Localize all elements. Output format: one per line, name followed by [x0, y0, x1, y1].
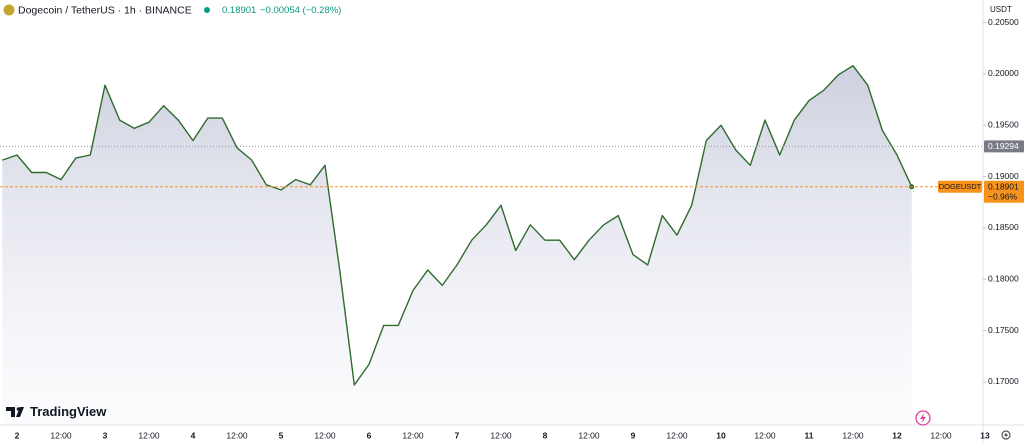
- last-change-label: −0.96%: [988, 191, 1018, 201]
- x-tick-label: 9: [631, 430, 636, 440]
- x-tick-label: 12:00: [50, 430, 72, 440]
- x-tick-label: 10: [716, 430, 726, 440]
- status-dot: [204, 7, 210, 13]
- reference-label-box: [984, 140, 1024, 153]
- x-tick-label: 12:00: [666, 430, 688, 440]
- x-tick-label: 7: [455, 430, 460, 440]
- axis-unit: USDT: [990, 5, 1012, 14]
- x-tick-label: 12:00: [314, 430, 336, 440]
- x-tick-label: 12: [892, 430, 902, 440]
- plot-area: [0, 65, 983, 425]
- y-tick-label: 0.17500: [988, 325, 1019, 335]
- x-tick-label: 12:00: [226, 430, 248, 440]
- alert-icon[interactable]: [915, 410, 931, 426]
- x-tick-label: 12:00: [578, 430, 600, 440]
- price-change: −0.00054 (−0.28%): [260, 5, 341, 16]
- coin-icon: [3, 4, 15, 16]
- x-tick-label: 12:00: [402, 430, 424, 440]
- x-tick-label: 8: [543, 430, 548, 440]
- area-fill: [2, 65, 912, 425]
- x-tick-label: 4: [191, 430, 196, 440]
- x-tick-label: 2: [15, 430, 20, 440]
- y-tick-label: 0.20500: [988, 17, 1019, 27]
- y-tick-label: 0.17000: [988, 376, 1019, 386]
- x-tick-label: 5: [279, 430, 284, 440]
- symbol-label: DOGEUSDT: [939, 182, 982, 191]
- x-tick-label: 12:00: [490, 430, 512, 440]
- x-tick-label: 12:00: [930, 430, 952, 440]
- x-tick-label: 12:00: [754, 430, 776, 440]
- symbol-label-box: [938, 180, 982, 193]
- x-tick-label: 11: [805, 430, 814, 440]
- symbol-title: Dogecoin / TetherUS · 1h · BINANCE: [18, 4, 192, 16]
- last-price-box: [984, 180, 1024, 203]
- y-tick-label: 0.19500: [988, 119, 1019, 129]
- brand-logo: [6, 407, 24, 417]
- x-tick-label: 6: [367, 430, 372, 440]
- y-tick-label: 0.20000: [988, 68, 1019, 78]
- y-tick-label: 0.19000: [988, 171, 1019, 181]
- y-tick-label: 0.18500: [988, 222, 1019, 232]
- x-tick-label: 13: [980, 430, 990, 440]
- brand-name: TradingView: [30, 404, 107, 419]
- settings-icon[interactable]: [1001, 430, 1011, 440]
- x-tick-label: 12:00: [842, 430, 864, 440]
- x-tick-label: 12:00: [138, 430, 160, 440]
- y-tick-label: 0.18000: [988, 273, 1019, 283]
- last-price-label: 0.18901: [988, 181, 1019, 191]
- price: 0.18901: [222, 5, 256, 16]
- x-tick-label: 3: [103, 430, 108, 440]
- reference-label: 0.19294: [988, 141, 1019, 151]
- price-line: [2, 65, 913, 386]
